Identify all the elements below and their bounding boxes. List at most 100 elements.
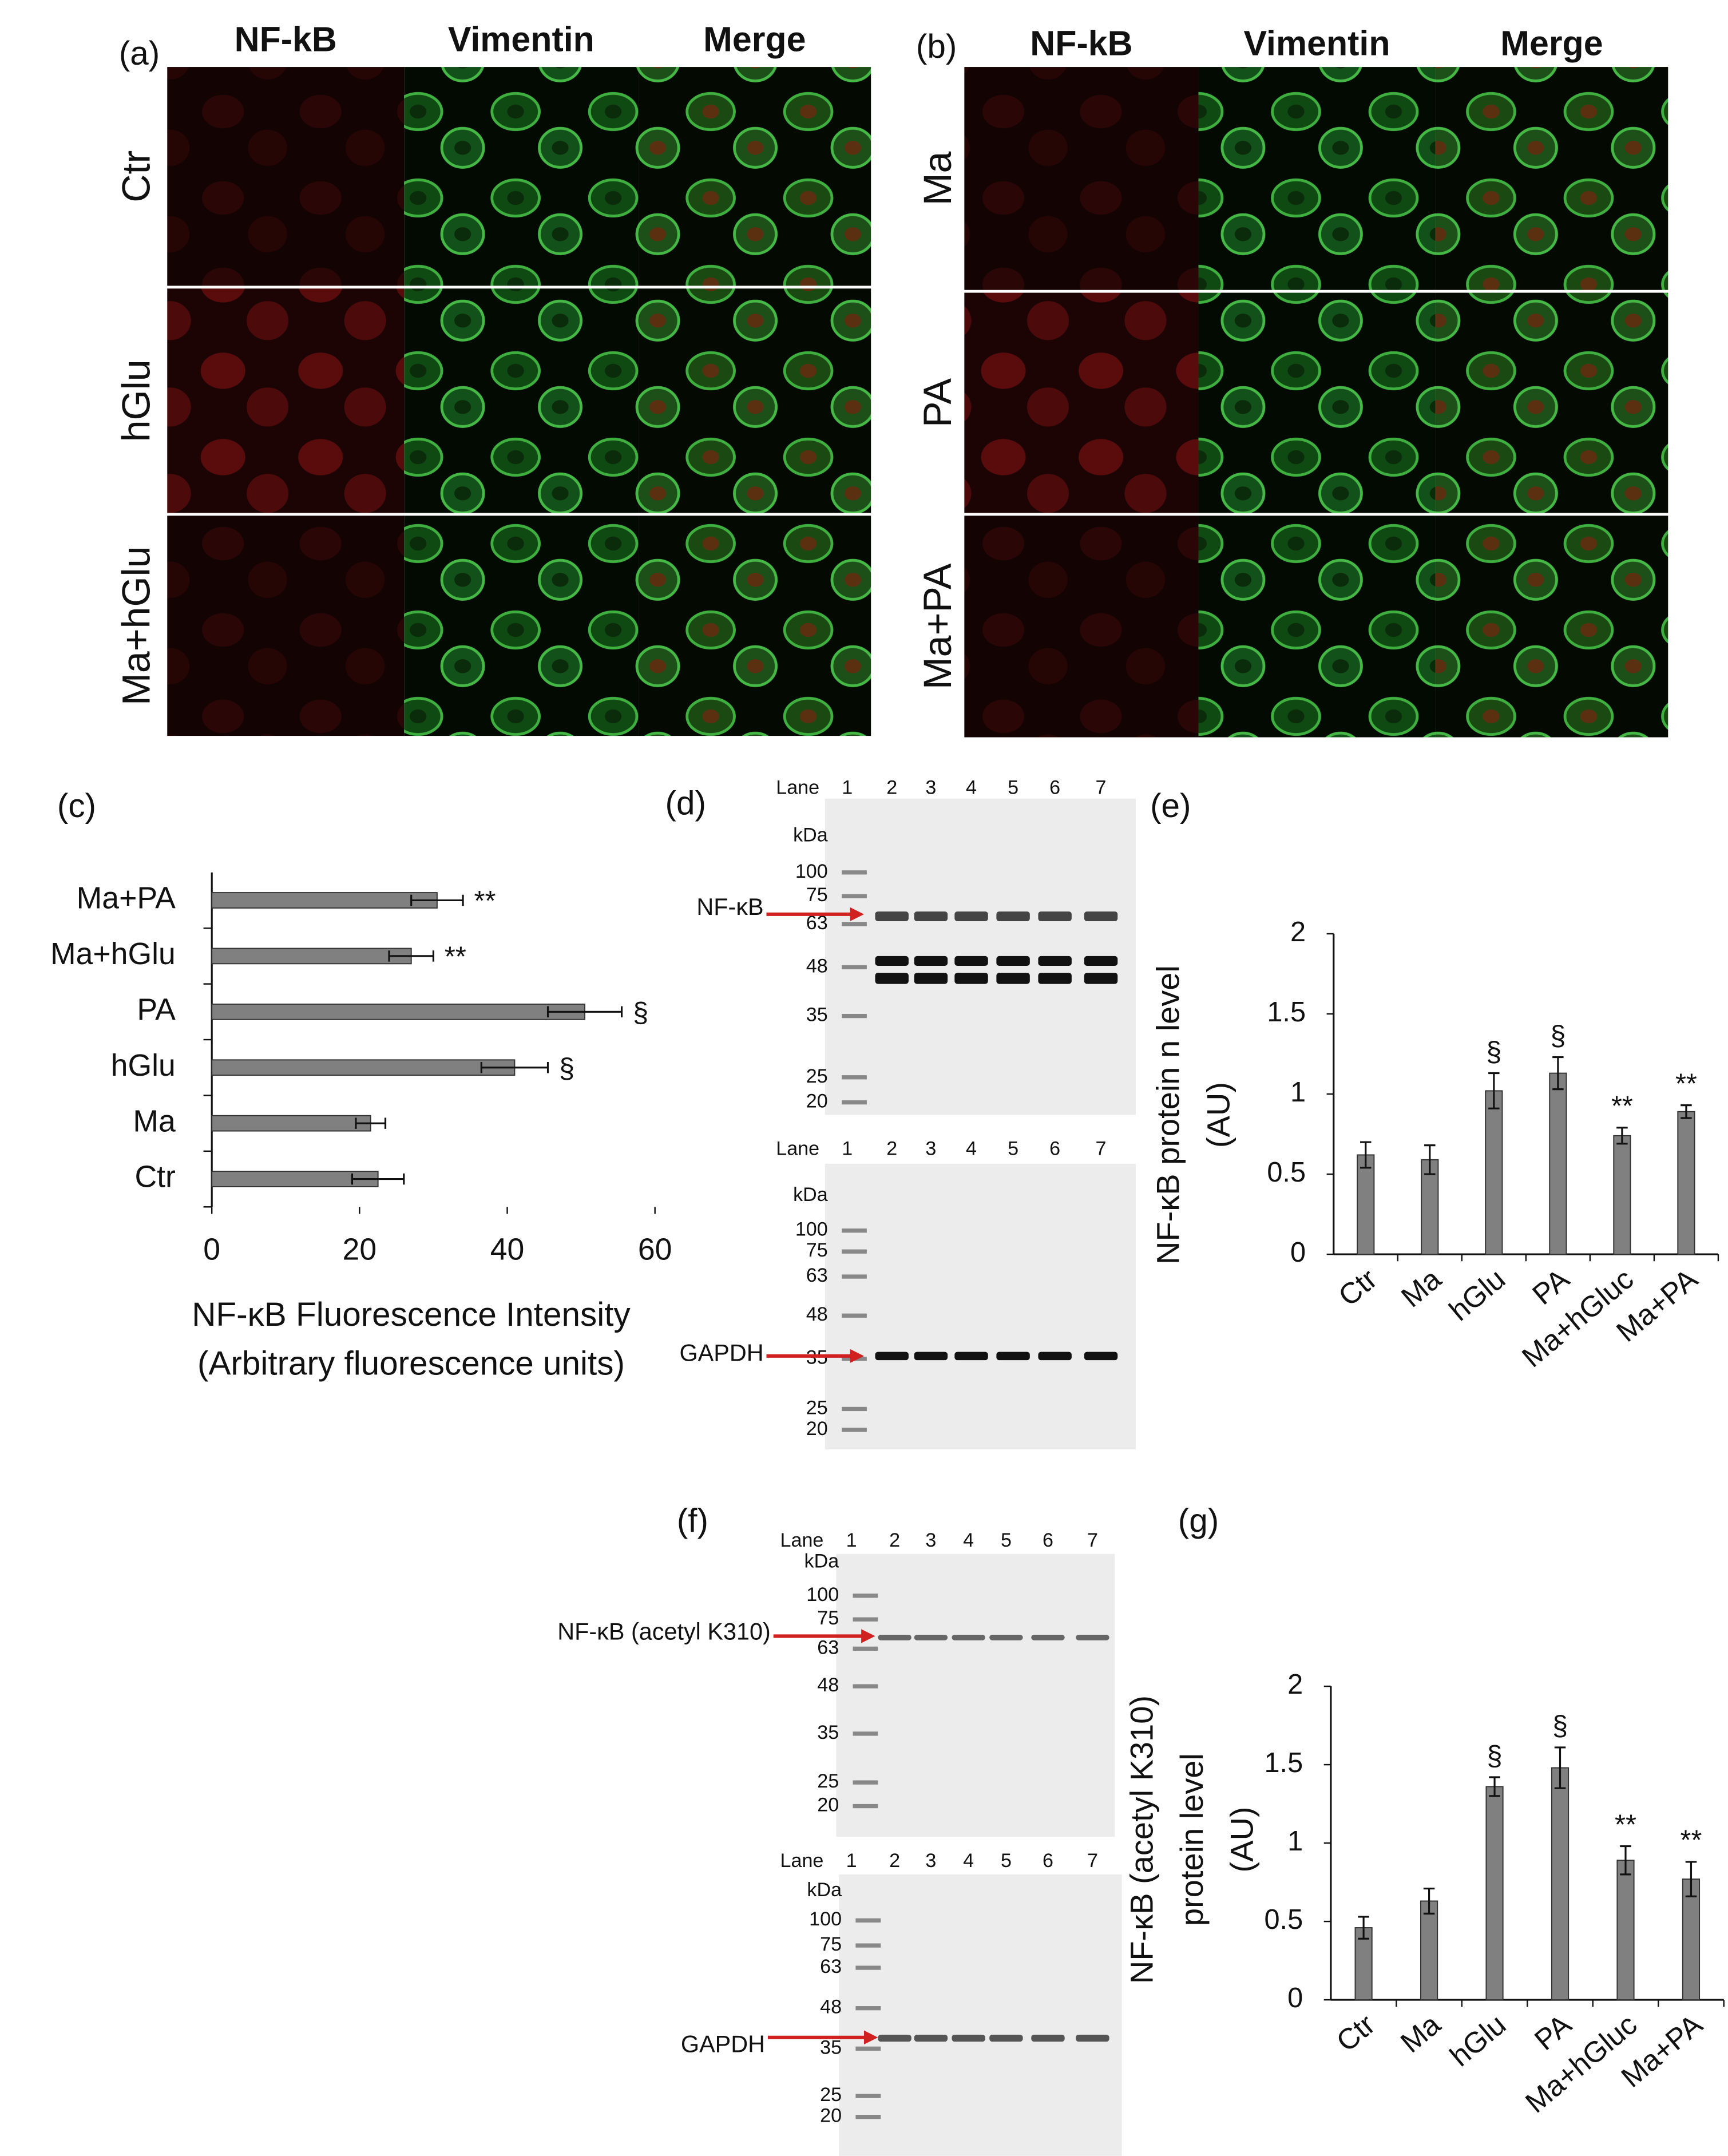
protein-band	[1038, 911, 1072, 922]
protein-band	[878, 2034, 911, 2042]
bar	[211, 1115, 371, 1132]
protein-band	[914, 911, 948, 922]
x-tick-label: hGlu	[1444, 2008, 1512, 2072]
y-tick-label: 0	[1290, 1237, 1306, 1268]
marker-label: 100	[809, 1908, 842, 1930]
bar	[1357, 1154, 1375, 1255]
bar	[1354, 1927, 1373, 2001]
ladder-band	[842, 1075, 867, 1080]
panel-label: (c)	[57, 787, 96, 825]
lane-number: 7	[1087, 1850, 1098, 1872]
lane-number: 2	[886, 1138, 897, 1159]
protein-band	[954, 1352, 988, 1361]
protein-band	[1084, 911, 1118, 922]
panel-label: (b)	[916, 28, 957, 65]
y-axis-title: NF-κB (acetyl K310)	[1123, 1695, 1159, 1984]
bar	[211, 892, 438, 909]
ladder-band	[842, 870, 867, 875]
lane-number: 2	[886, 777, 897, 799]
micrograph	[404, 516, 639, 736]
lane-number: 5	[1001, 1529, 1012, 1551]
kda-label: kDa	[793, 1184, 828, 1206]
x-tick-label: 20	[343, 1232, 377, 1266]
marker-label: 35	[820, 2036, 842, 2058]
protein-band	[875, 911, 909, 922]
ladder-band	[855, 1965, 881, 1970]
column-label: NF-kB	[235, 19, 337, 58]
panel-label: (f)	[677, 1503, 708, 1540]
ladder-band	[842, 1274, 867, 1279]
target-label: GAPDH	[679, 1339, 763, 1366]
protein-band	[1031, 2034, 1065, 2042]
lane-number: 5	[1001, 1850, 1012, 1872]
lane-number: 6	[1049, 1138, 1060, 1159]
bar	[1485, 1090, 1503, 1255]
y-tick-label: 2	[1290, 917, 1306, 948]
protein-band	[1076, 1634, 1109, 1640]
micrograph	[1435, 292, 1668, 513]
column-label: NF-kB	[1030, 24, 1132, 63]
y-tick-label: Ma	[133, 1104, 176, 1138]
protein-band	[989, 1634, 1023, 1640]
lane-number: 4	[966, 1138, 977, 1159]
blot-membrane	[836, 1553, 1115, 1837]
protein-band	[989, 2034, 1023, 2042]
ladder-band	[842, 1228, 867, 1233]
y-tick-label: 0.5	[1267, 1157, 1306, 1188]
marker-label: 25	[806, 1397, 828, 1418]
kda-label: kDa	[804, 1550, 839, 1572]
column-label: Vimentin	[1244, 24, 1390, 63]
protein-band	[875, 973, 909, 984]
bar	[1551, 1767, 1570, 2001]
ladder-band	[853, 1780, 878, 1785]
panel-label: (e)	[1150, 787, 1191, 825]
lane-label: Lane	[780, 1850, 824, 1872]
ladder-band	[842, 1313, 867, 1318]
protein-band	[952, 2034, 985, 2042]
arrow-head	[850, 907, 864, 922]
panel-label: (a)	[119, 35, 160, 72]
y-tick-label: hGlu	[111, 1048, 176, 1083]
marker-label: 20	[820, 2105, 842, 2127]
lane-number: 6	[1043, 1529, 1053, 1551]
target-label: NF-κB	[696, 894, 763, 920]
y-tick-label: 1	[1290, 1077, 1306, 1108]
bar	[1613, 1135, 1631, 1255]
panel-label: (g)	[1178, 1503, 1219, 1540]
marker-label: 20	[806, 1418, 828, 1440]
y-axis-title: NF-κB protein n level	[1150, 965, 1186, 1265]
ladder-band	[842, 1428, 867, 1432]
lane-number: 7	[1087, 1529, 1098, 1551]
micrograph	[1198, 67, 1436, 290]
bar	[211, 948, 412, 965]
micrograph	[964, 292, 1199, 513]
x-tick-label: Ma	[1394, 2008, 1446, 2059]
micrograph	[638, 288, 871, 513]
protein-band	[1084, 1352, 1118, 1361]
y-axis-title: protein level	[1174, 1753, 1210, 1926]
protein-band	[1084, 956, 1118, 966]
significance-mark: §	[633, 997, 648, 1028]
ladder-band	[855, 2115, 881, 2119]
marker-label: 63	[817, 1636, 839, 1658]
protein-band	[1076, 2034, 1109, 2042]
significance-mark: §	[1487, 1741, 1503, 1771]
marker-label: 48	[820, 1996, 842, 2018]
significance-mark: **	[1681, 1825, 1702, 1856]
ladder-band	[842, 1100, 867, 1105]
lane-number: 4	[966, 777, 977, 799]
protein-band	[954, 911, 988, 922]
significance-mark: **	[1611, 1091, 1633, 1122]
significance-mark: **	[1615, 1809, 1636, 1840]
arrow-head	[850, 1349, 864, 1364]
marker-label: 25	[806, 1065, 828, 1087]
lane-number: 5	[1008, 1138, 1018, 1159]
marker-label: 25	[817, 1770, 839, 1792]
significance-mark: §	[1550, 1020, 1565, 1051]
marker-label: 20	[806, 1091, 828, 1112]
marker-label: 35	[817, 1722, 839, 1743]
significance-mark: §	[1486, 1036, 1501, 1067]
protein-band	[914, 1352, 948, 1361]
